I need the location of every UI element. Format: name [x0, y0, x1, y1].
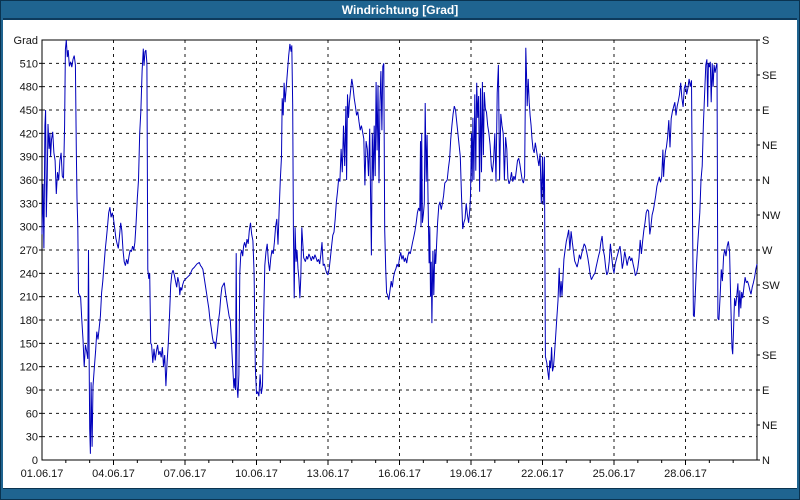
y-tick-label: 390	[20, 152, 38, 164]
compass-label: S	[762, 315, 769, 327]
compass-label: S	[762, 35, 769, 47]
y-tick-label: 420	[20, 128, 38, 140]
x-tick-label: 19.06.17	[450, 468, 493, 480]
x-tick-label: 16.06.17	[378, 468, 421, 480]
y-tick-label: 240	[20, 268, 38, 280]
y-tick-label: 90	[26, 385, 38, 397]
x-tick-label: 22.06.17	[521, 468, 564, 480]
x-tick-label: 01.06.17	[21, 468, 64, 480]
y-tick-label: 60	[26, 408, 38, 420]
compass-label: NW	[762, 210, 781, 222]
y-tick-label: 0	[32, 455, 38, 467]
window-bottom-frame	[1, 488, 799, 499]
compass-label: SW	[762, 280, 780, 292]
grid-lines	[42, 40, 757, 460]
y-tick-label: 270	[20, 245, 38, 257]
x-tick-label: 07.06.17	[164, 468, 207, 480]
axis-frame	[39, 39, 760, 465]
y-tick-label: 450	[20, 105, 38, 117]
compass-label: N	[762, 455, 770, 467]
window-title-bar: Windrichtung [Grad]	[1, 1, 799, 20]
x-tick-label: 28.06.17	[664, 468, 707, 480]
y-tick-label: 300	[20, 222, 38, 234]
y-tick-label: 480	[20, 82, 38, 94]
y-tick-label: 360	[20, 175, 38, 187]
y-tick-label: 330	[20, 198, 38, 210]
y-tick-label: 510	[20, 58, 38, 70]
y-tick-label: 30	[26, 432, 38, 444]
compass-label: W	[762, 245, 773, 257]
compass-label: E	[762, 385, 769, 397]
y-tick-label: 150	[20, 338, 38, 350]
y-tick-label: 120	[20, 362, 38, 374]
axis-labels: 0 30 60 90 120 150 180 210 240 270 300 330 360 390 420…	[14, 35, 781, 480]
wind-direction-line	[41, 39, 758, 454]
x-tick-label: 25.06.17	[593, 468, 636, 480]
y-tick-label: 210	[20, 292, 38, 304]
y-tick-label: 180	[20, 315, 38, 327]
x-tick-label: 10.06.17	[235, 468, 278, 480]
compass-label: NE	[762, 140, 777, 152]
y-axis-unit-label: Grad	[14, 35, 38, 47]
compass-label: SE	[762, 350, 777, 362]
compass-label: SE	[762, 70, 777, 82]
compass-label: E	[762, 105, 769, 117]
x-tick-label: 04.06.17	[92, 468, 135, 480]
x-tick-label: 13.06.17	[307, 468, 350, 480]
window-title: Windrichtung [Grad]	[341, 3, 459, 17]
compass-label: N	[762, 175, 770, 187]
compass-label: NE	[762, 420, 777, 432]
